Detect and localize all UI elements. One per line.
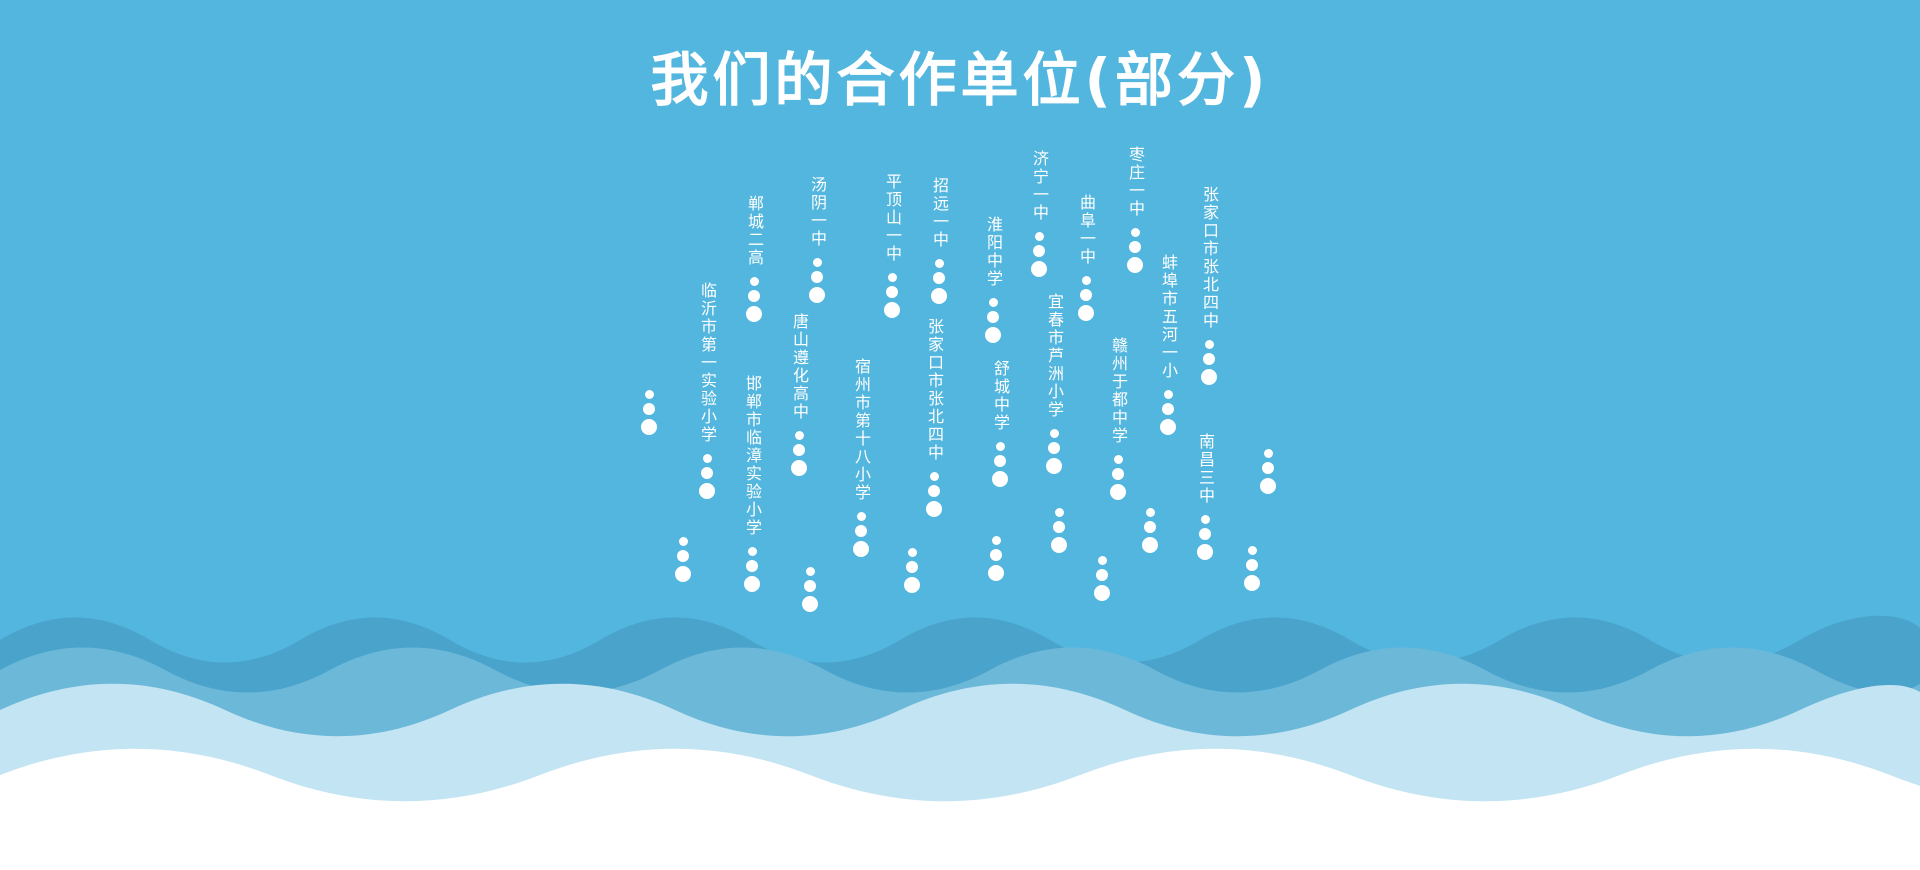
water-drop-dots: [1127, 224, 1143, 273]
decorative-drop: [663, 533, 703, 582]
school-label: 平顶山一中: [883, 173, 902, 263]
school-drop-yichun: 宜春市芦洲小学: [1034, 293, 1074, 474]
water-drop-dots: [744, 543, 760, 592]
decorative-drop: [1130, 504, 1170, 553]
decorative-drop: [1039, 504, 1079, 553]
water-drop-dots: [992, 438, 1008, 487]
school-drop-zhangbei-a: 张家口市张北四中: [914, 318, 954, 517]
school-drop-wuhe: 蚌埠市五河一小: [1148, 254, 1188, 435]
school-drop-huaiyang: 淮阳中学: [973, 216, 1013, 343]
school-drop-dancheng: 郸城二高: [734, 195, 774, 322]
water-drop-dots: [791, 427, 807, 476]
school-drop-pingdingshan: 平顶山一中: [872, 173, 912, 318]
decorative-drop: [1248, 445, 1288, 494]
water-drop-dots: [809, 254, 825, 303]
school-label: 蚌埠市五河一小: [1159, 254, 1178, 380]
water-drop-dots: [853, 508, 869, 557]
school-label: 济宁一中: [1030, 150, 1049, 222]
water-drop-dots: [1160, 386, 1176, 435]
decorative-drop: [1082, 552, 1122, 601]
decorative-drop: [629, 386, 669, 435]
school-label: 宿州市第十八小学: [852, 358, 871, 502]
decorative-drop: [892, 544, 932, 593]
school-label: 曲阜一中: [1077, 194, 1096, 266]
school-label: 张家口市张北四中: [1200, 186, 1219, 330]
school-drop-zhaoyuan: 招远一中: [919, 177, 959, 304]
school-label: 唐山遵化高中: [790, 313, 809, 421]
school-label: 张家口市张北四中: [925, 318, 944, 462]
water-drop-dots: [746, 273, 762, 322]
decorative-drop: [790, 563, 830, 612]
school-label: 赣州于都中学: [1109, 337, 1128, 445]
water-drop-dots: [1031, 228, 1047, 277]
school-label: 淮阳中学: [984, 216, 1003, 288]
school-drop-linyi: 临沂市第一实验小学: [687, 282, 727, 499]
school-drop-yudu: 赣州于都中学: [1098, 337, 1138, 500]
water-drop-dots: [926, 468, 942, 517]
school-label: 招远一中: [930, 177, 949, 249]
water-drop-dots: [1046, 425, 1062, 474]
school-drop-nanchang: 南昌三中: [1185, 433, 1225, 560]
school-label: 宜春市芦洲小学: [1045, 293, 1064, 419]
school-drop-zhangbei-b: 张家口市张北四中: [1189, 186, 1229, 385]
water-drop-dots: [985, 294, 1001, 343]
water-drop-dots: [699, 450, 715, 499]
school-label: 临沂市第一实验小学: [698, 282, 717, 444]
school-label: 郸城二高: [745, 195, 764, 267]
water-drop-dots: [1078, 272, 1094, 321]
water-drop-dots: [1201, 336, 1217, 385]
water-drop-dots: [931, 255, 947, 304]
school-label: 南昌三中: [1196, 433, 1215, 505]
school-drop-tangyin: 汤阴一中: [797, 176, 837, 303]
school-drop-zunhua: 唐山遵化高中: [779, 313, 819, 476]
school-drop-suzhou: 宿州市第十八小学: [841, 358, 881, 557]
school-label: 邯郸市临漳实验小学: [743, 375, 762, 537]
school-label: 枣庄一中: [1126, 146, 1145, 218]
school-label: 舒城中学: [991, 360, 1010, 432]
water-drop-dots: [884, 269, 900, 318]
decorative-drop: [1232, 542, 1272, 591]
school-drop-qufu: 曲阜一中: [1066, 194, 1106, 321]
wave-white: [0, 748, 1920, 870]
page-title: 我们的合作单位(部分): [650, 46, 1270, 114]
water-drop-dots: [1110, 451, 1126, 500]
school-drop-jining: 济宁一中: [1019, 150, 1059, 277]
school-drop-linzhang: 邯郸市临漳实验小学: [732, 375, 772, 592]
school-label: 汤阴一中: [808, 176, 827, 248]
water-drop-dots: [1197, 511, 1213, 560]
school-drop-zaozhuang: 枣庄一中: [1115, 146, 1155, 273]
decorative-drop: [976, 532, 1016, 581]
wave-background: [0, 615, 1920, 870]
school-drop-shucheng: 舒城中学: [980, 360, 1020, 487]
